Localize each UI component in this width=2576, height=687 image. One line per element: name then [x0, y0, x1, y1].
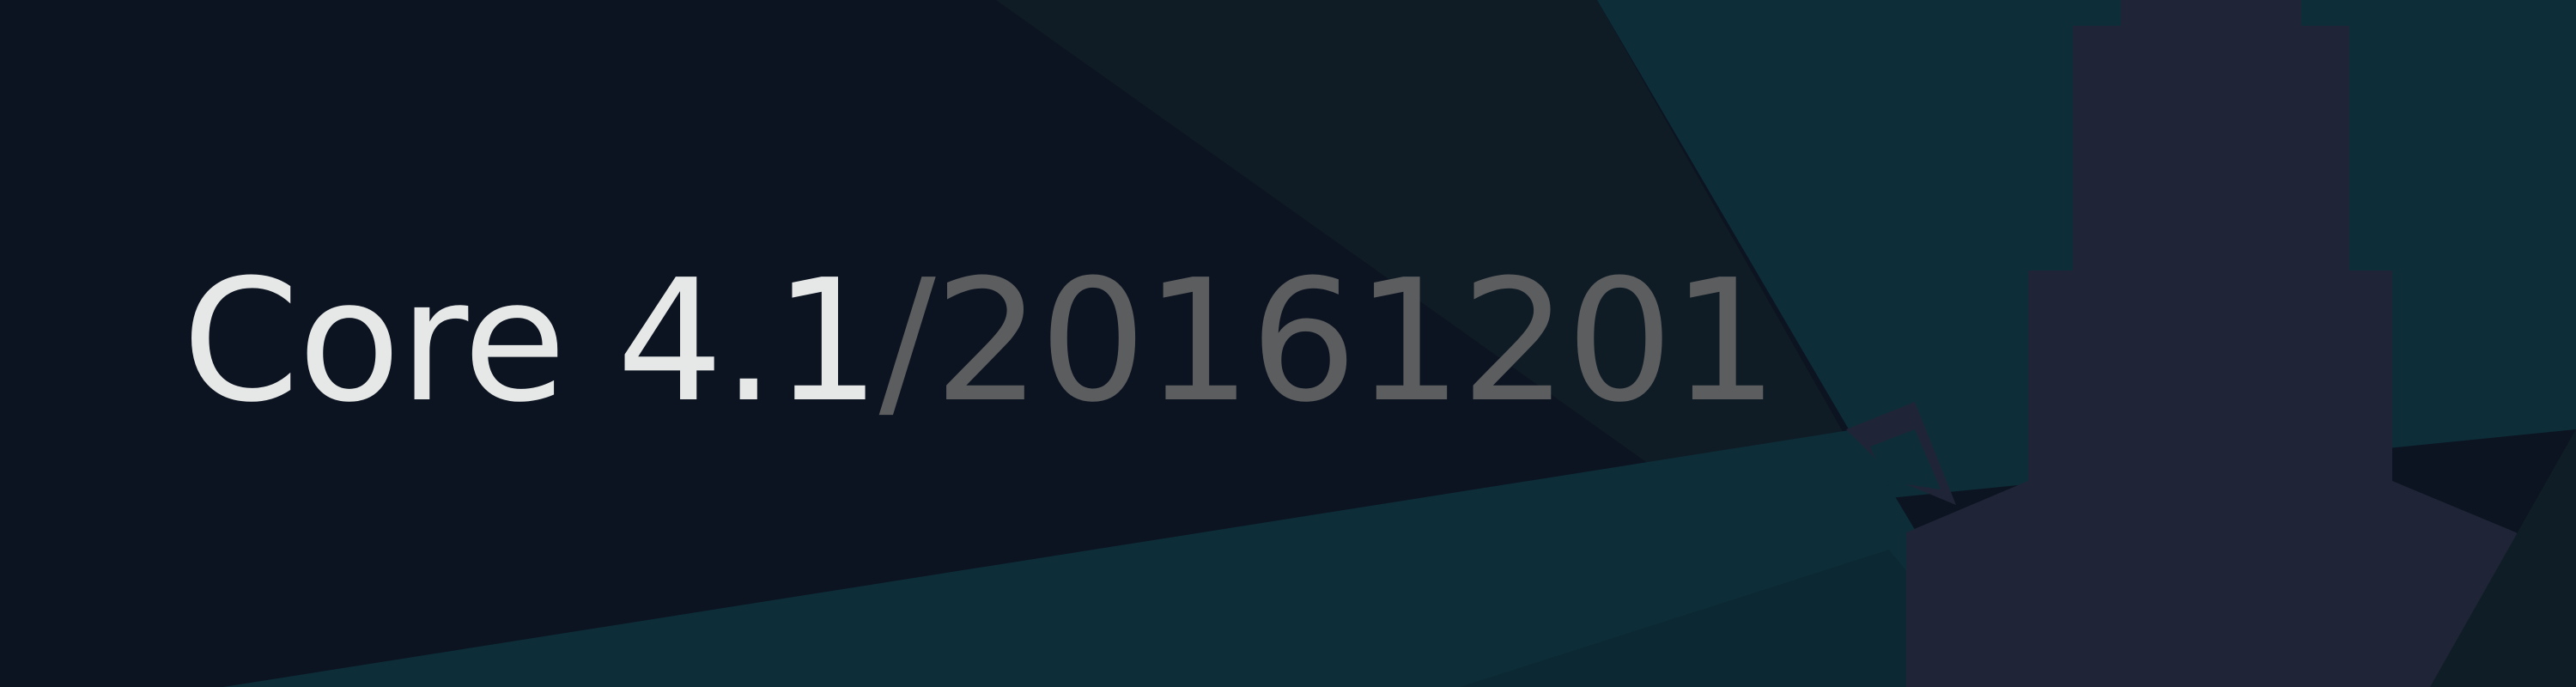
version-number: 4.1 [616, 244, 881, 440]
lower-beam [223, 429, 2009, 687]
lighthouse-silhouette [1846, 0, 2576, 687]
version-separator: / [878, 244, 936, 440]
upper-beam [996, 0, 1880, 498]
corner-beam [2430, 429, 2576, 687]
build-number: 20161201 [933, 244, 1779, 440]
product-name: Core [182, 244, 567, 440]
release-title: Core 4.1/20161201 [182, 258, 1778, 426]
lower-beam-shade [1460, 550, 2001, 687]
